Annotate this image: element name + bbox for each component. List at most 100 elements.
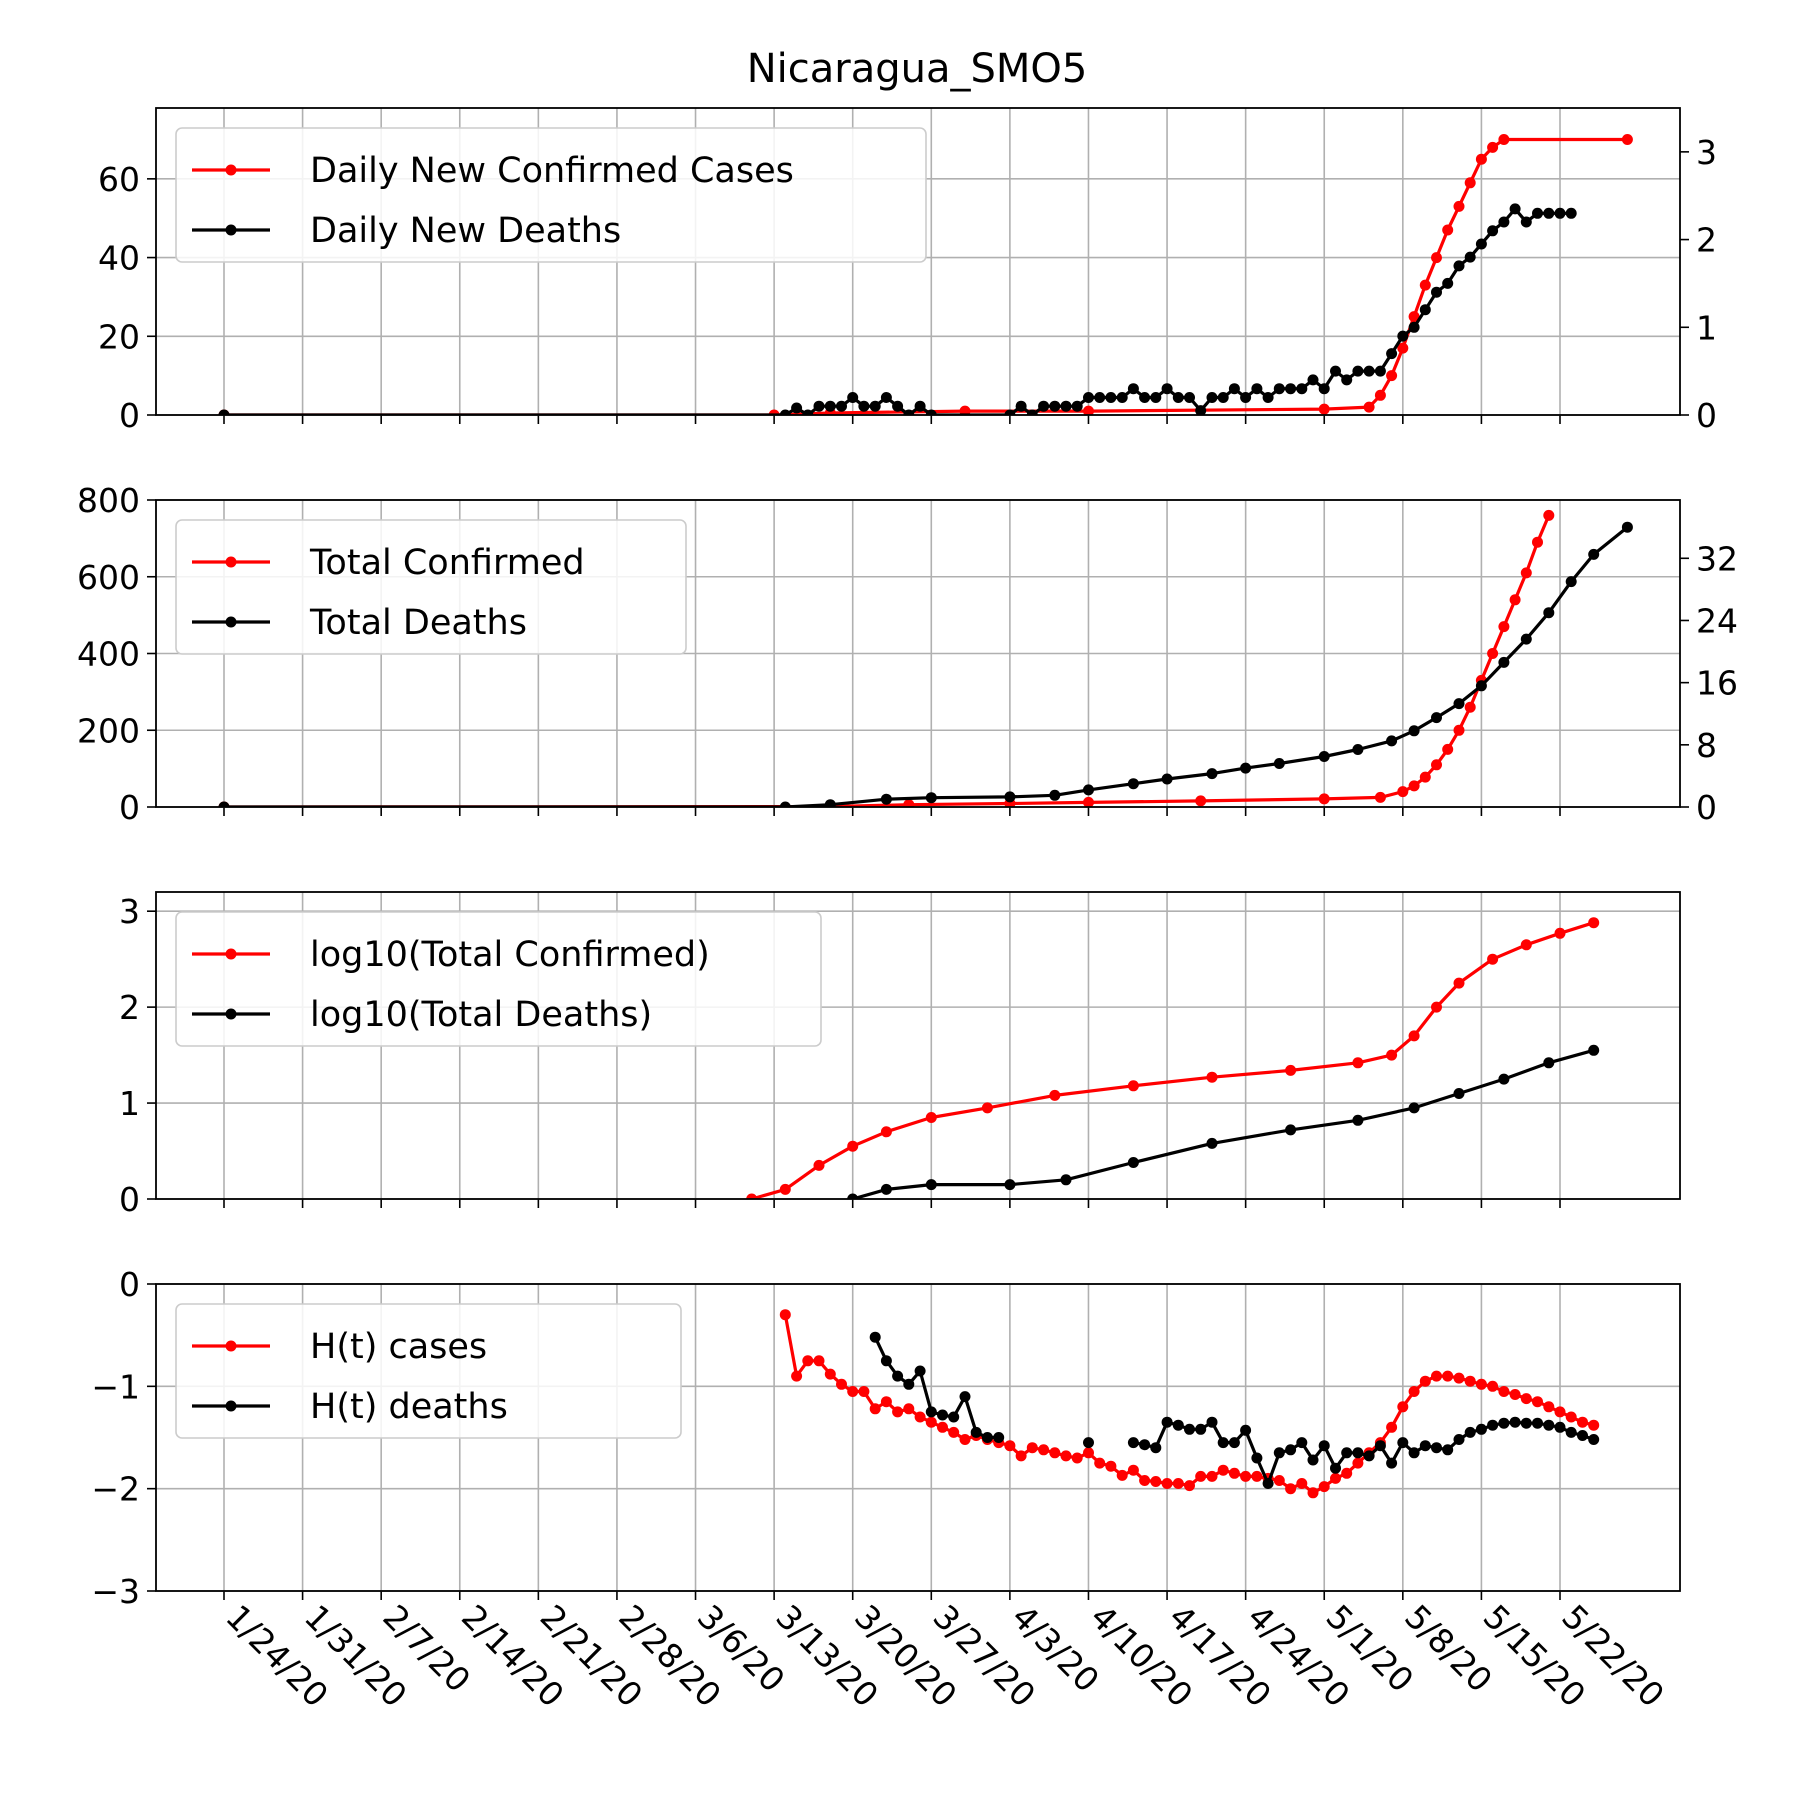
data-point [1442, 1444, 1454, 1456]
data-point [1419, 304, 1431, 316]
data-point [1487, 1380, 1499, 1392]
data-point [1498, 216, 1510, 228]
data-point [880, 793, 892, 805]
data-point [1352, 1447, 1364, 1459]
legend-label: Total Deaths [309, 603, 527, 643]
data-point [948, 1426, 960, 1438]
data-point [925, 1112, 937, 1123]
data-point [1161, 773, 1173, 785]
data-point [903, 1378, 915, 1390]
data-point [959, 1434, 971, 1445]
data-point [1318, 751, 1330, 762]
data-point [1307, 1487, 1319, 1499]
legend-marker [225, 1400, 237, 1412]
data-point [1408, 725, 1420, 737]
plot-frame [155, 891, 1681, 1200]
data-point [1049, 1089, 1061, 1101]
data-point [1475, 153, 1487, 165]
data-point [1520, 633, 1532, 645]
data-point [1588, 1434, 1600, 1445]
plot-frame [155, 107, 1681, 416]
data-point [937, 1421, 948, 1433]
data-point [1554, 207, 1566, 219]
data-point [1475, 1423, 1487, 1435]
data-point [1071, 1452, 1083, 1464]
data-point [1363, 365, 1375, 377]
data-point [1352, 1457, 1364, 1469]
series-line [873, 1336, 999, 1440]
data-point [1464, 177, 1476, 189]
data-point [1127, 1157, 1139, 1168]
data-point [880, 1126, 892, 1138]
data-point [802, 409, 814, 415]
data-point [1228, 1437, 1240, 1449]
data-point [1543, 1401, 1555, 1413]
data-point [1318, 793, 1330, 805]
data-point [1386, 735, 1398, 747]
y-right-tick-label: 32 [1696, 539, 1738, 578]
data-point [1520, 567, 1532, 579]
data-point [948, 1411, 960, 1423]
data-point [1431, 1370, 1442, 1382]
data-point [1251, 1452, 1263, 1464]
data-point [1341, 1467, 1353, 1479]
data-point [959, 1391, 971, 1403]
data-point [824, 799, 836, 807]
data-point [1431, 759, 1442, 771]
data-point [925, 1406, 937, 1418]
data-point [1453, 1372, 1465, 1384]
data-point [1251, 383, 1263, 395]
data-point [1318, 383, 1330, 395]
y-tick-label: 0 [119, 788, 140, 827]
data-point [1543, 1419, 1555, 1431]
data-point [1554, 1421, 1566, 1433]
series-ff0000-0 [746, 917, 1600, 1199]
data-point [1004, 409, 1016, 415]
data-point [1094, 1457, 1106, 1469]
data-point [1184, 392, 1195, 403]
data-point [1397, 1401, 1409, 1413]
y-tick-label: −3 [91, 1572, 140, 1611]
data-point [925, 1416, 937, 1428]
data-point [914, 1365, 926, 1377]
data-point [1083, 392, 1094, 403]
data-point [1330, 1472, 1341, 1484]
data-point [1453, 1434, 1465, 1445]
series-ff0000-0 [779, 1309, 1600, 1499]
data-point [1083, 405, 1094, 415]
data-point [1431, 286, 1442, 298]
series-000000-1 [869, 1331, 1600, 1489]
data-point [1577, 1416, 1588, 1428]
data-point [1588, 1044, 1600, 1056]
data-point [869, 1403, 881, 1415]
data-point [1083, 1437, 1094, 1449]
data-point [1285, 1064, 1297, 1076]
data-point [1105, 392, 1117, 403]
data-point [1487, 648, 1499, 659]
data-point [1307, 374, 1319, 386]
data-point [1475, 680, 1487, 692]
data-point [1397, 330, 1409, 342]
data-point [1296, 1478, 1308, 1489]
data-point [1386, 1421, 1398, 1433]
data-point [1060, 1174, 1072, 1186]
data-point [1228, 383, 1240, 395]
data-point [779, 409, 791, 415]
legend-box [175, 127, 927, 263]
legend-label: Total Confirmed [309, 543, 585, 583]
data-point [746, 1193, 758, 1199]
data-point [1453, 1088, 1465, 1099]
data-point [791, 1370, 803, 1382]
y-tick-label: 1 [119, 1084, 140, 1123]
data-point [1127, 1464, 1139, 1476]
chart-panel-3: 0 1 2 3 log10(Total Confirmed) log10(Total De… [119, 891, 1681, 1219]
data-point [1386, 348, 1398, 360]
data-point [1195, 1470, 1207, 1482]
data-point [1397, 786, 1409, 798]
data-point [880, 1183, 892, 1195]
series-000000-1 [218, 203, 1577, 415]
data-point [1161, 383, 1173, 395]
data-point [993, 1432, 1005, 1443]
data-point [1150, 1476, 1162, 1487]
